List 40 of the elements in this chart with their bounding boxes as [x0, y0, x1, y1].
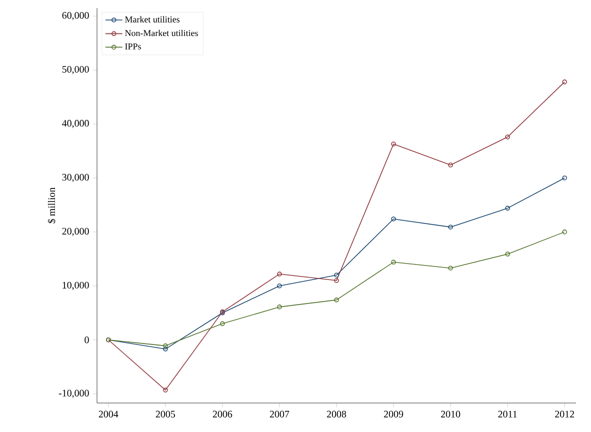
point: [505, 134, 510, 140]
point: [220, 321, 225, 326]
point: [277, 304, 282, 310]
y-tick-label: 40,000: [62, 120, 89, 128]
y-tick-label: 10,000: [62, 282, 89, 290]
y-tick-label: 50,000: [62, 66, 89, 74]
legend-label: Market utilities: [125, 16, 180, 22]
y-tick-label: 60,000: [62, 12, 89, 20]
x-tick-label: 2004: [98, 410, 118, 418]
legend-label: IPPs: [125, 44, 141, 50]
point: [163, 343, 168, 348]
x-tick-label: 2008: [326, 410, 346, 418]
y-tick-label: -10,000: [58, 390, 89, 398]
point: [505, 206, 510, 211]
point: [448, 266, 453, 270]
point: [277, 284, 282, 288]
point: [505, 252, 510, 256]
y-tick-label: 30,000: [62, 174, 89, 182]
x-tick-label: 2010: [441, 410, 460, 418]
x-tick-label: 2011: [498, 410, 517, 418]
point: [391, 216, 396, 222]
point: [163, 388, 168, 392]
x-tick-label: 2006: [212, 410, 232, 418]
y-axis-title: $ million: [48, 188, 56, 224]
x-tick-label: 2009: [384, 410, 404, 418]
point: [277, 272, 282, 276]
legend-label: Non-Market utilities: [125, 30, 198, 36]
point: [448, 224, 453, 230]
point: [334, 298, 339, 302]
y-tick-label: 20,000: [62, 228, 89, 236]
x-tick-label: 2005: [156, 410, 176, 418]
point: [391, 142, 396, 146]
x-tick-label: 2012: [555, 410, 574, 418]
point: [448, 162, 453, 168]
point: [391, 260, 396, 265]
x-tick-label: 2007: [270, 410, 290, 418]
point: [334, 278, 339, 283]
point: [163, 346, 168, 352]
y-tick-label: 0: [84, 336, 89, 344]
point: [334, 272, 339, 278]
